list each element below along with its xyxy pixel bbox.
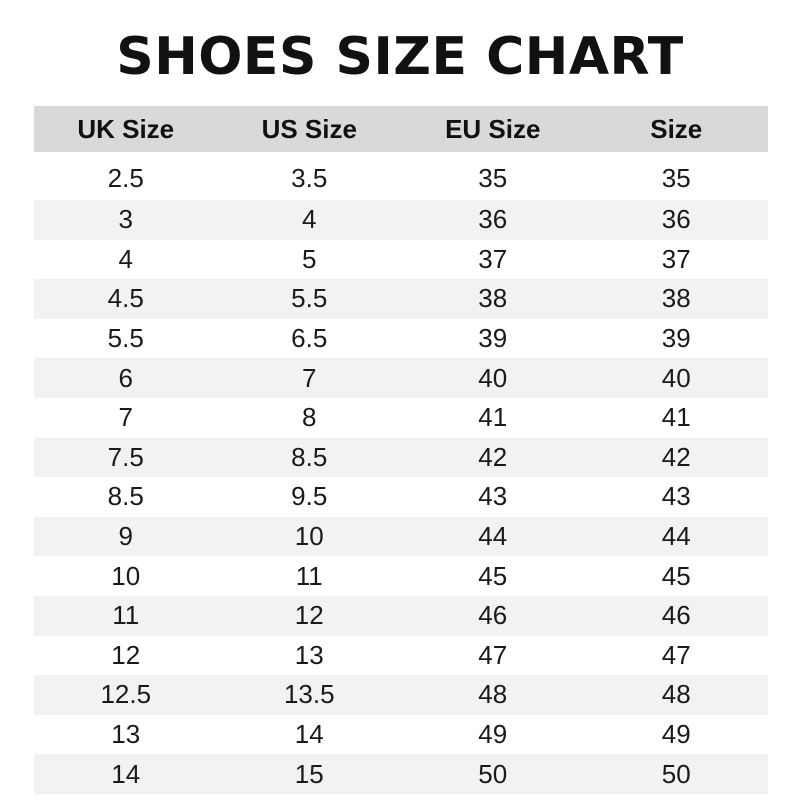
cell-eu: 47 [478,639,508,670]
cell-size: 36 [584,200,768,240]
cell-eu: 49 [478,719,508,750]
table-row: 11 12 46 46 [34,595,768,636]
cell-uk: 4 [118,243,133,274]
cell-us: 12 [217,595,401,636]
cell-us: 9.5 [291,481,328,512]
cell-uk: 13 [111,719,141,750]
cell-eu: 38 [401,279,585,319]
cell-uk: 10 [111,560,141,591]
table-body: 2.5 3.5 35 35 3 4 36 36 4 5 37 37 4.5 5.5 38 38 5.5 6.5 39… [34,152,768,794]
cell-eu: 50 [401,754,585,794]
cell-us: 11 [295,560,323,591]
cell-eu: 45 [478,560,508,591]
size-chart-table: UK Size US Size EU Size Size 2.5 3.5 35 35 3… [34,106,768,794]
cell-eu: 35 [478,162,508,193]
cell-size: 38 [584,279,768,319]
cell-size: 35 [661,162,691,193]
table-row: 6 7 40 40 [34,358,768,398]
cell-uk: 11 [34,595,218,636]
table-row: 3 4 36 36 [34,200,768,240]
table-row: 7 8 41 41 [34,398,768,438]
table-row: 14 15 50 50 [34,754,768,794]
header-row: UK Size US Size EU Size Size [34,106,768,152]
table-row: 9 10 44 44 [34,516,768,557]
cell-size: 49 [661,719,691,750]
cell-us: 13.5 [217,675,401,715]
table-row: 4.5 5.5 38 38 [34,279,768,319]
cell-us: 6.5 [291,323,328,354]
cell-size: 42 [584,437,768,478]
table-row: 10 11 45 45 [34,556,768,596]
cell-size: 37 [661,243,691,274]
cell-us: 7 [217,358,401,398]
cell-size: 45 [661,560,691,591]
table-row: 4 5 37 37 [34,240,768,280]
cell-size: 47 [661,639,691,670]
cell-us: 15 [217,754,401,794]
cell-uk: 12 [111,639,141,670]
column-header-us: US Size [217,106,401,152]
cell-uk: 9 [34,516,218,557]
cell-eu: 46 [401,595,585,636]
cell-eu: 44 [401,516,585,557]
cell-eu: 43 [478,481,508,512]
cell-uk: 14 [34,754,218,794]
cell-size: 44 [584,516,768,557]
cell-uk: 4.5 [34,279,218,319]
cell-us: 10 [217,516,401,557]
cell-us: 14 [294,719,324,750]
cell-us: 8 [302,402,317,433]
page-title: SHOES SIZE CHART [116,27,684,87]
column-header-size: Size [584,106,768,152]
cell-size: 46 [584,595,768,636]
cell-uk: 2.5 [107,162,144,193]
table-row: 12 13 47 47 [34,636,768,676]
cell-us: 13 [294,639,324,670]
cell-size: 41 [661,402,691,433]
cell-us: 5.5 [217,279,401,319]
table-row: 12.5 13.5 48 48 [34,675,768,715]
cell-us: 8.5 [217,437,401,478]
table-row: 8.5 9.5 43 43 [34,477,768,517]
column-header-eu: EU Size [401,106,585,152]
cell-us: 4 [217,200,401,240]
table-row: 7.5 8.5 42 42 [34,437,768,478]
cell-uk: 5.5 [107,323,144,354]
cell-size: 50 [584,754,768,794]
cell-size: 39 [661,323,691,354]
cell-uk: 8.5 [107,481,144,512]
cell-uk: 3 [34,200,218,240]
cell-eu: 36 [401,200,585,240]
cell-us: 5 [302,243,317,274]
cell-eu: 41 [478,402,508,433]
cell-us: 3.5 [291,162,328,193]
cell-eu: 37 [478,243,508,274]
cell-eu: 48 [401,675,585,715]
cell-eu: 39 [478,323,508,354]
cell-size: 43 [661,481,691,512]
table-row: 2.5 3.5 35 35 [34,152,768,200]
cell-uk: 12.5 [34,675,218,715]
cell-uk: 7.5 [34,437,218,478]
cell-uk: 6 [34,358,218,398]
cell-size: 40 [584,358,768,398]
column-header-uk: UK Size [34,106,218,152]
cell-eu: 40 [401,358,585,398]
cell-size: 48 [584,675,768,715]
cell-uk: 7 [118,402,133,433]
table-row: 13 14 49 49 [34,715,768,755]
cell-eu: 42 [401,437,585,478]
table-row: 5.5 6.5 39 39 [34,319,768,359]
